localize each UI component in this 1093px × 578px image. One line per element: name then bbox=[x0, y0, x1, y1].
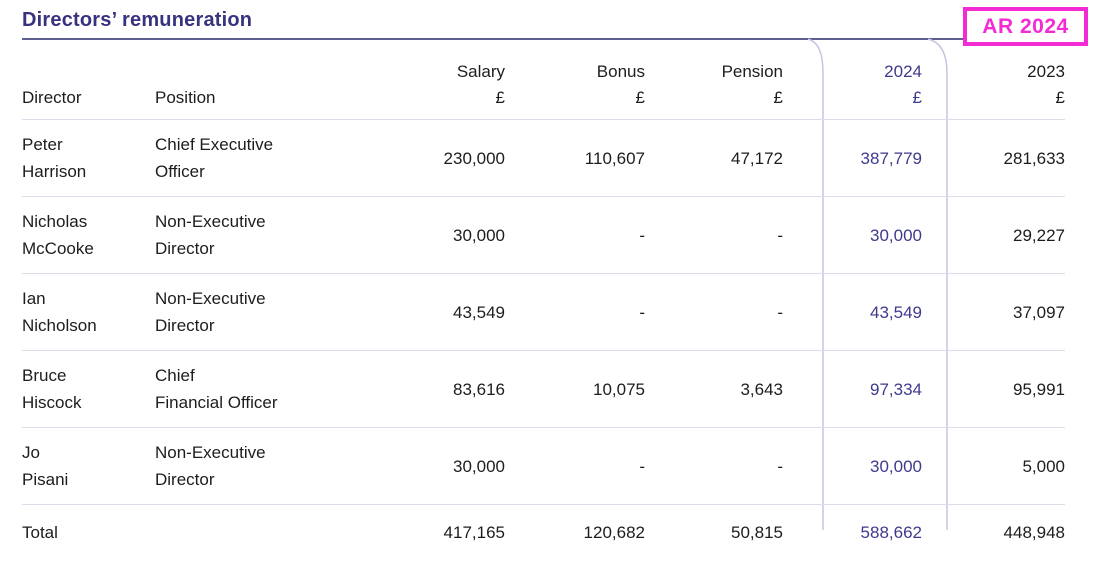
position-cell: Chief Financial Officer bbox=[155, 351, 405, 427]
currency-symbol: £ bbox=[912, 88, 922, 107]
salary-value: 43,549 bbox=[453, 302, 505, 322]
position-line: Chief bbox=[155, 366, 195, 385]
pension-value: - bbox=[777, 225, 783, 245]
table-header-row: Director Position Salary £ Bonus £ Pensi… bbox=[22, 40, 1065, 120]
position-line: Financial Officer bbox=[155, 393, 278, 412]
col-header-bonus-label: Bonus bbox=[596, 62, 645, 81]
col-header-2024: 2024 £ bbox=[783, 40, 948, 119]
total-salary-value: 417,165 bbox=[443, 522, 505, 542]
total-2023-value: 29,227 bbox=[1013, 225, 1065, 245]
director-name-cell: Peter Harrison bbox=[22, 120, 155, 196]
table-row: Peter Harrison Chief Executive Officer 2… bbox=[22, 120, 1065, 197]
position-cell: Non-Executive Director bbox=[155, 274, 405, 350]
director-name-line: Jo bbox=[22, 443, 40, 462]
currency-symbol: £ bbox=[1055, 88, 1065, 107]
pension-value: - bbox=[777, 302, 783, 322]
total-2023-value: 95,991 bbox=[1013, 379, 1065, 399]
total-2023-value: 281,633 bbox=[1003, 148, 1065, 168]
total-2024-value: 30,000 bbox=[870, 456, 922, 476]
ar-2024-badge: AR 2024 bbox=[963, 7, 1088, 46]
position-line: Director bbox=[155, 239, 215, 258]
total-2023-sum: 448,948 bbox=[1003, 522, 1065, 542]
table-row: Bruce Hiscock Chief Financial Officer 83… bbox=[22, 351, 1065, 428]
col-header-director: Director bbox=[22, 40, 155, 119]
total-empty-cell bbox=[155, 505, 405, 559]
director-name-line: Ian bbox=[22, 289, 46, 308]
table-row: Nicholas McCooke Non-Executive Director … bbox=[22, 197, 1065, 274]
table-total-row: Total 417,165 120,682 50,815 588,662 448… bbox=[22, 505, 1065, 559]
col-header-2023: 2023 £ bbox=[948, 40, 1065, 119]
position-cell: Chief Executive Officer bbox=[155, 120, 405, 196]
director-name-line: Harrison bbox=[22, 162, 87, 181]
position-line: Non-Executive bbox=[155, 443, 266, 462]
col-header-pension-label: Pension bbox=[721, 62, 783, 81]
salary-value: 83,616 bbox=[453, 379, 505, 399]
bonus-value: - bbox=[639, 456, 645, 476]
col-header-pension: Pension £ bbox=[645, 40, 783, 119]
bonus-value: 10,075 bbox=[593, 379, 645, 399]
col-header-2023-label: 2023 bbox=[1027, 62, 1065, 81]
page-title: Directors’ remuneration bbox=[22, 9, 253, 31]
col-header-bonus: Bonus £ bbox=[505, 40, 645, 119]
pension-value: 3,643 bbox=[740, 379, 783, 399]
position-line: Director bbox=[155, 316, 215, 335]
col-header-salary-label: Salary bbox=[456, 62, 505, 81]
director-name-line: McCooke bbox=[22, 239, 94, 258]
position-line: Non-Executive bbox=[155, 289, 266, 308]
total-2024-value: 97,334 bbox=[870, 379, 922, 399]
director-name-line: Nicholson bbox=[22, 316, 97, 335]
position-cell: Non-Executive Director bbox=[155, 428, 405, 504]
salary-value: 30,000 bbox=[453, 225, 505, 245]
director-name-cell: Nicholas McCooke bbox=[22, 197, 155, 273]
salary-value: 30,000 bbox=[453, 456, 505, 476]
title-rule bbox=[22, 38, 1065, 40]
director-name-cell: Ian Nicholson bbox=[22, 274, 155, 350]
currency-symbol: £ bbox=[773, 88, 783, 107]
col-header-position-label: Position bbox=[155, 88, 216, 107]
bonus-value: 110,607 bbox=[584, 148, 645, 168]
position-line: Officer bbox=[155, 162, 205, 181]
remuneration-table: Director Position Salary £ Bonus £ Pensi… bbox=[22, 40, 1065, 559]
total-2023-value: 37,097 bbox=[1013, 302, 1065, 322]
col-header-salary: Salary £ bbox=[405, 40, 505, 119]
pension-value: - bbox=[777, 456, 783, 476]
total-2024-value: 30,000 bbox=[870, 225, 922, 245]
currency-symbol: £ bbox=[635, 88, 645, 107]
director-name-line: Peter bbox=[22, 135, 63, 154]
pension-value: 47,172 bbox=[731, 148, 783, 168]
position-line: Non-Executive bbox=[155, 212, 266, 231]
director-name-line: Nicholas bbox=[22, 212, 88, 231]
total-pension-value: 50,815 bbox=[731, 522, 783, 542]
bonus-value: - bbox=[639, 302, 645, 322]
total-2024-sum: 588,662 bbox=[860, 522, 922, 542]
table-row: Ian Nicholson Non-Executive Director 43,… bbox=[22, 274, 1065, 351]
position-cell: Non-Executive Director bbox=[155, 197, 405, 273]
table-row: Jo Pisani Non-Executive Director 30,000 … bbox=[22, 428, 1065, 505]
director-name-line: Pisani bbox=[22, 470, 69, 489]
total-2024-value: 387,779 bbox=[860, 148, 922, 168]
director-name-line: Hiscock bbox=[22, 393, 82, 412]
col-header-director-label: Director bbox=[22, 88, 82, 107]
total-2023-value: 5,000 bbox=[1022, 456, 1065, 476]
position-line: Director bbox=[155, 470, 215, 489]
currency-symbol: £ bbox=[495, 88, 505, 107]
bonus-value: - bbox=[639, 225, 645, 245]
director-name-cell: Jo Pisani bbox=[22, 428, 155, 504]
total-2024-value: 43,549 bbox=[870, 302, 922, 322]
total-bonus-value: 120,682 bbox=[583, 522, 645, 542]
total-label: Total bbox=[22, 522, 58, 542]
col-header-position: Position bbox=[155, 40, 405, 119]
director-name-line: Bruce bbox=[22, 366, 67, 385]
col-header-2024-label: 2024 bbox=[884, 62, 922, 81]
salary-value: 230,000 bbox=[443, 148, 505, 168]
director-name-cell: Bruce Hiscock bbox=[22, 351, 155, 427]
position-line: Chief Executive bbox=[155, 135, 274, 154]
